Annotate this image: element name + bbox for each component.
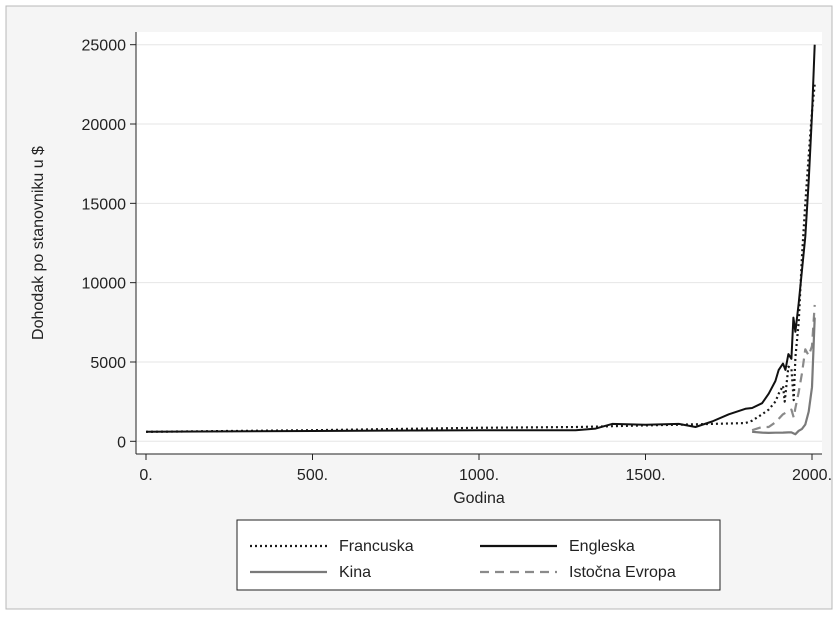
series-line-0	[145, 84, 816, 433]
legend-box	[236, 519, 721, 591]
y-tick-label: 20000	[82, 117, 127, 134]
x-tick-label: 500.	[297, 467, 328, 484]
y-tick-label: 15000	[82, 196, 127, 213]
y-tick-label: 0	[117, 434, 126, 451]
legend-label: Istočna Evropa	[569, 564, 676, 581]
series-line-2	[752, 317, 816, 436]
x-tick-label: 1000.	[459, 467, 499, 484]
series-line-1	[145, 44, 816, 433]
gridlines	[136, 44, 822, 442]
y-tick-label: 25000	[82, 38, 127, 55]
x-tick-label: 1500.	[625, 467, 665, 484]
series-lines	[145, 44, 816, 436]
x-tick-label: 0.	[139, 467, 152, 484]
legend-label: Engleska	[569, 538, 635, 555]
legend: Francuska Engleska Kina Istočna Evropa	[236, 519, 721, 591]
legend-label: Kina	[339, 564, 371, 581]
y-tick-label: 10000	[82, 276, 127, 293]
series-line-3	[751, 304, 816, 432]
plot-area	[136, 32, 822, 454]
y-tick-label: 5000	[90, 355, 126, 372]
y-axis-title: Dohodak po stanovniku u $	[30, 146, 47, 340]
legend-label: Francuska	[339, 538, 414, 555]
x-tick-label: 2000.	[792, 467, 832, 484]
x-axis-title: Godina	[453, 490, 505, 507]
ticks: 0 5000 10000 15000 20000 25000 0. 500. 1000. 1500…	[82, 38, 833, 484]
